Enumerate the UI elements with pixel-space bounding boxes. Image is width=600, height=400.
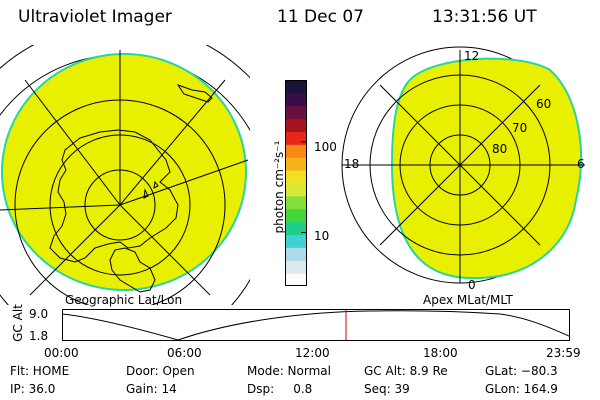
mlat-label-60: 60 (536, 97, 551, 111)
footer-flight: Flt: HOME (10, 364, 70, 378)
colorbar-swatch (286, 105, 306, 120)
footer-dsp: Dsp: 0.8 (247, 382, 313, 396)
time-label: 13:31:56 UT (432, 7, 537, 27)
geo-grid (0, 50, 249, 305)
colorbar-swatch (286, 118, 306, 132)
mlat-label-80: 80 (492, 142, 507, 156)
mlat-grid (342, 50, 585, 283)
footer-gc-alt: GC Alt: 8.9 Re (364, 364, 448, 378)
colorbar-tick-100: 100 (314, 140, 337, 154)
colorbar-swatch (286, 131, 306, 145)
colorbar-swatch (286, 247, 306, 261)
coastline (49, 84, 213, 293)
mlt-label-18: 18 (344, 157, 359, 171)
footer-mode: Mode: Normal (247, 364, 331, 378)
footer-seq: Seq: 39 (364, 382, 410, 396)
colorbar-swatch (286, 260, 306, 274)
footer-gain: Gain: 14 (126, 382, 177, 396)
colorbar-swatch (286, 92, 306, 107)
colorbar-border (285, 80, 307, 286)
timeline-xtick-0600: 06:00 (167, 346, 202, 360)
timeline-plot (62, 309, 570, 341)
colorbar-swatch (286, 234, 306, 248)
timeline-ytick-high: 9.0 (29, 307, 49, 321)
timeline-xtick-2359: 23:59 (546, 346, 581, 360)
colorbar-swatch (286, 195, 306, 210)
timeline-xtick-0000: 00:00 (44, 346, 79, 360)
timeline-xtick-1200: 12:00 (295, 346, 330, 360)
colorbar-tick-10: 10 (314, 229, 330, 243)
geographic-panel-label: Geographic Lat/Lon (65, 293, 183, 307)
colorbar-swatch (286, 221, 306, 235)
colorbar (285, 80, 307, 286)
image-fill-right (390, 57, 582, 280)
mlat-label-70: 70 (512, 121, 527, 135)
magnetic-map: 12 18 6 0 60 70 80 (341, 46, 585, 292)
app-title: Ultraviolet Imager (18, 7, 172, 27)
mlt-label-0: 0 (468, 278, 476, 292)
timeline-ylabel: GC Alt (11, 304, 25, 342)
mlt-label-12: 12 (464, 49, 479, 63)
altitude-curve (62, 310, 570, 341)
magnetic-panel-label: Apex MLat/MLT (423, 293, 513, 307)
colorbar-swatch (286, 80, 306, 94)
mlt-label-6: 6 (577, 157, 585, 171)
footer-door: Door: Open (126, 364, 195, 378)
colorbar-swatch (286, 157, 306, 171)
colorbar-swatch (286, 273, 306, 286)
image-fill (1, 53, 247, 291)
timeline-ytick-low: 1.8 (29, 329, 49, 343)
footer-ip: IP: 36.0 (10, 382, 56, 396)
colorbar-swatch (286, 208, 306, 223)
colorbar-swatch (286, 183, 306, 197)
date-label: 11 Dec 07 (277, 7, 364, 27)
colorbar-swatch (286, 144, 306, 158)
footer-glon: GLon: 164.9 (485, 382, 558, 396)
footer-glat: GLat: −80.3 (485, 364, 558, 378)
timeline-xtick-1800: 18:00 (423, 346, 458, 360)
colorbar-unit-label: photon cm⁻²s⁻¹ (272, 140, 286, 234)
geographic-map (0, 45, 250, 305)
colorbar-swatch (286, 170, 306, 184)
